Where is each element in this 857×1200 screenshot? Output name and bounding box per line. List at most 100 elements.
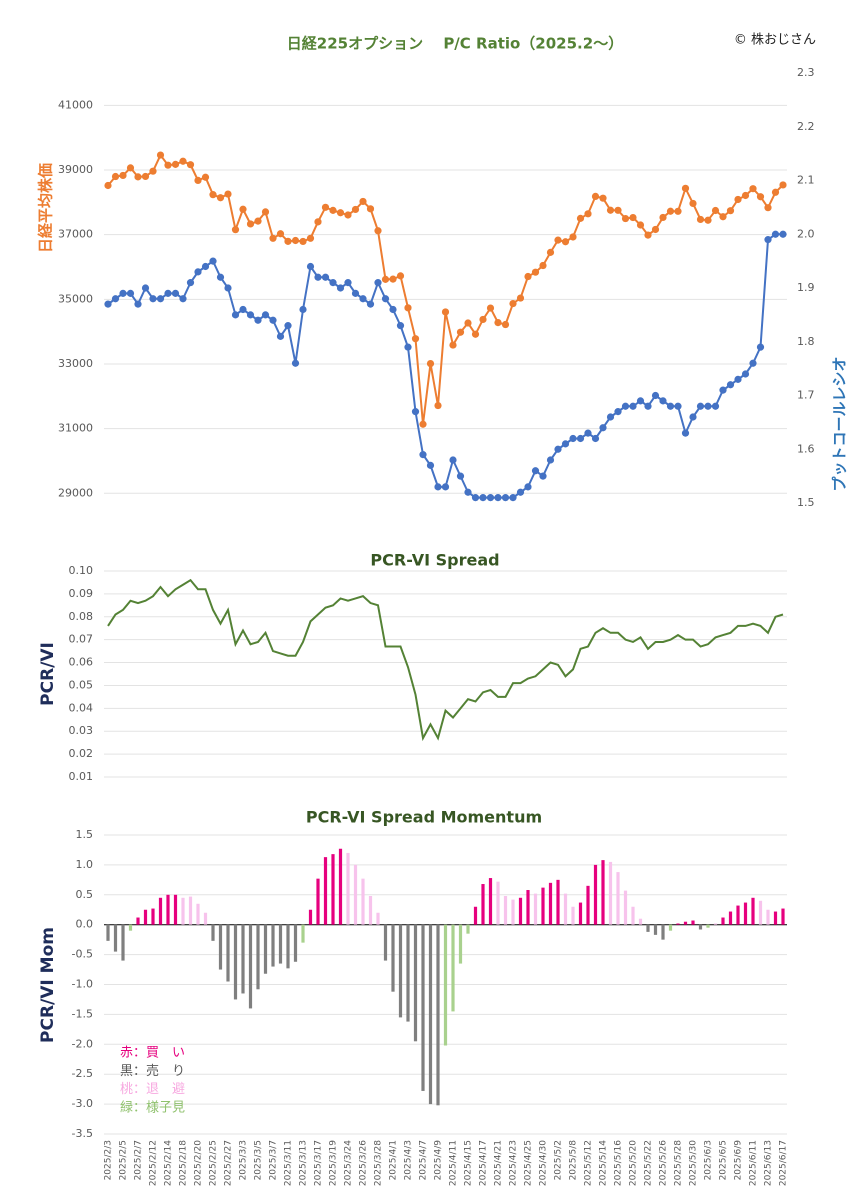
marker: [591, 192, 600, 201]
y-tick-label: 0.04: [69, 701, 94, 714]
marker: [689, 199, 697, 208]
marker: [321, 203, 330, 211]
credit: © 株おじさん: [734, 33, 816, 48]
bar: [578, 902, 583, 925]
marker: [546, 456, 555, 464]
bar: [263, 924, 268, 974]
bar: [496, 881, 500, 925]
bar: [766, 909, 770, 925]
x-tick-label: 2025/2/12: [149, 1140, 159, 1186]
marker: [494, 318, 502, 327]
marker: [696, 215, 705, 224]
y-tick-label: 35000: [58, 292, 93, 305]
bar: [151, 908, 155, 925]
bar: [376, 912, 380, 925]
marker: [674, 207, 682, 215]
marker: [719, 386, 727, 394]
marker: [291, 236, 300, 245]
marker: [231, 226, 240, 234]
bar: [466, 924, 470, 934]
marker: [344, 211, 352, 219]
marker: [681, 429, 690, 437]
bar: [121, 924, 125, 961]
marker: [584, 210, 592, 218]
legend-entry: 桃：退 避: [120, 1082, 185, 1097]
marker: [569, 233, 577, 241]
marker: [606, 413, 615, 421]
y-tick-label: -1.5: [72, 1007, 93, 1020]
marker: [119, 171, 127, 180]
bar: [691, 920, 695, 925]
y-tick-label: 1.9: [797, 281, 815, 294]
marker: [621, 214, 630, 223]
marker: [449, 456, 457, 464]
marker: [441, 308, 450, 316]
marker: [149, 167, 157, 175]
bar: [203, 912, 208, 925]
marker: [621, 402, 630, 410]
marker: [351, 205, 360, 214]
bar: [533, 893, 538, 925]
marker: [426, 359, 435, 368]
marker: [509, 299, 517, 308]
marker: [764, 204, 772, 212]
x-tick-label: 2025/6/11: [749, 1140, 759, 1186]
x-tick-label: 2025/2/14: [164, 1140, 174, 1186]
y-tick-label: 0.03: [69, 724, 94, 737]
x-tick-label: 2025/2/18: [179, 1140, 189, 1186]
bar: [541, 887, 545, 925]
bar: [226, 924, 230, 982]
marker: [434, 401, 442, 410]
marker: [164, 289, 172, 297]
marker: [749, 359, 757, 367]
marker: [681, 184, 690, 192]
marker: [531, 268, 540, 276]
marker: [524, 483, 532, 491]
marker: [576, 434, 585, 443]
marker: [411, 408, 420, 416]
marker: [764, 236, 772, 244]
marker: [156, 151, 165, 159]
y-tick-label: -3.5: [72, 1127, 93, 1140]
x-tick-label: 2025/3/19: [329, 1140, 339, 1186]
x-tick-label: 2025/3/17: [314, 1140, 324, 1186]
marker: [584, 429, 592, 437]
marker: [299, 305, 307, 314]
marker: [719, 213, 727, 221]
y-tick-label: 0.02: [69, 747, 94, 760]
bar: [661, 924, 665, 940]
marker: [441, 483, 450, 491]
legend-entry: 黒：売 り: [120, 1063, 185, 1079]
marker: [344, 279, 352, 287]
marker: [659, 213, 667, 222]
y-tick-label: 2.3: [797, 66, 815, 79]
marker: [486, 494, 495, 502]
y-tick-label: 1.5: [797, 496, 815, 509]
marker: [216, 194, 225, 202]
x-tick-label: 2025/6/3: [704, 1140, 714, 1180]
marker: [381, 295, 390, 303]
marker: [554, 236, 562, 244]
x-tick-label: 2025/2/3: [104, 1140, 114, 1180]
marker: [554, 445, 562, 453]
marker: [531, 467, 540, 475]
bar: [391, 924, 395, 992]
chart-title: 日経225オプション P/C Ratio（2025.2～）: [287, 35, 623, 53]
bar: [758, 900, 763, 925]
marker: [239, 305, 247, 314]
marker: [261, 311, 270, 319]
marker: [231, 311, 240, 319]
marker: [546, 248, 555, 256]
marker: [374, 227, 382, 235]
bar: [548, 882, 553, 925]
x-tick-label: 2025/3/13: [299, 1140, 309, 1186]
marker: [539, 472, 547, 480]
x-tick-label: 2025/4/21: [494, 1140, 504, 1186]
x-tick-label: 2025/3/5: [254, 1140, 264, 1180]
y-tick-label: 31000: [58, 422, 93, 435]
marker: [479, 315, 487, 324]
bar: [383, 924, 388, 961]
marker: [696, 402, 705, 410]
marker: [606, 206, 615, 214]
marker: [509, 494, 517, 502]
